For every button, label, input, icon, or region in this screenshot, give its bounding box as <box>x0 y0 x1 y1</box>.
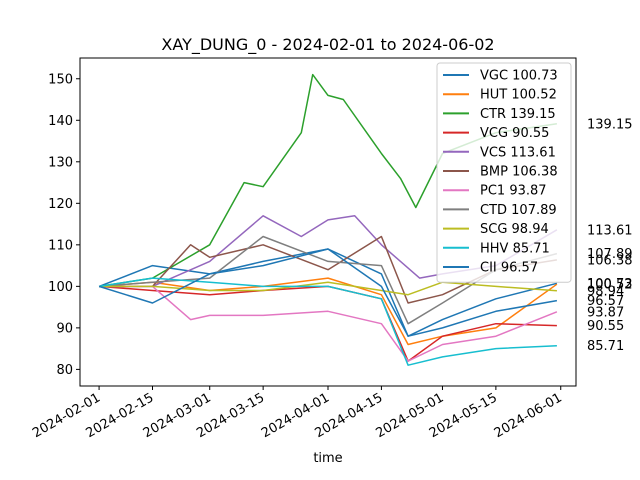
legend-entry-ctr: CTR 139.15 <box>480 107 556 122</box>
end-label-hut: 100.52 <box>587 278 633 293</box>
legend-entry-hhv: HHV 85.71 <box>480 241 550 256</box>
y-tick-label: 130 <box>48 155 73 170</box>
end-label-vcg: 90.55 <box>587 319 624 334</box>
y-tick-label: 140 <box>48 114 73 129</box>
series-layer <box>98 73 558 366</box>
legend-entry-ctd: CTD 107.89 <box>480 203 557 218</box>
end-label-scg: 98.94 <box>587 284 624 299</box>
y-tick-label: 80 <box>56 363 73 378</box>
end-label-hhv: 85.71 <box>587 339 624 354</box>
series-line-pc1 <box>99 285 558 362</box>
x-axis: 2024-02-012024-02-152024-03-012024-03-15… <box>30 386 565 441</box>
series-line-vgc <box>98 248 558 337</box>
x-axis-label: time <box>313 451 342 466</box>
end-label-vgc: 100.73 <box>587 277 633 292</box>
x-tick-label: 2024-06-01 <box>492 390 565 441</box>
end-label-cii: 96.57 <box>587 294 624 309</box>
legend-entry-vcs: VCS 113.61 <box>480 145 556 160</box>
chart-title: XAY_DUNG_0 - 2024-02-01 to 2024-06-02 <box>161 35 494 55</box>
end-label-vcs: 113.61 <box>587 223 633 238</box>
y-tick-label: 120 <box>48 197 73 212</box>
legend-entry-hut: HUT 100.52 <box>480 88 557 103</box>
y-tick-label: 100 <box>48 280 73 295</box>
legend-entry-pc1: PC1 93.87 <box>480 184 547 199</box>
legend: VGC 100.73 HUT 100.52 CTR 139.15 VCG 90.55 V… <box>436 62 572 283</box>
end-label-bmp: 106.38 <box>587 253 633 268</box>
end-label-pc1: 93.87 <box>587 305 624 320</box>
end-label-ctd: 107.89 <box>587 247 633 262</box>
series-line-hhv <box>98 277 557 366</box>
series-line-cii <box>98 248 558 337</box>
y-tick-label: 150 <box>48 72 73 87</box>
y-axis: 80 90 100 110 120 130 140 150 <box>48 72 80 378</box>
series-line-ctr <box>98 73 558 288</box>
end-label-ctr: 139.15 <box>587 117 633 132</box>
legend-entry-bmp: BMP 106.38 <box>480 165 558 180</box>
legend-entry-cii: CII 96.57 <box>480 261 538 276</box>
y-tick-label: 110 <box>48 238 73 253</box>
legend-box <box>436 62 572 283</box>
series-line-bmp <box>99 235 558 304</box>
legend-entry-scg: SCG 98.94 <box>480 222 549 237</box>
legend-entry-vgc: VGC 100.73 <box>480 69 558 84</box>
y-tick-label: 90 <box>56 321 73 336</box>
legend-entry-vcg: VCG 90.55 <box>480 126 549 141</box>
